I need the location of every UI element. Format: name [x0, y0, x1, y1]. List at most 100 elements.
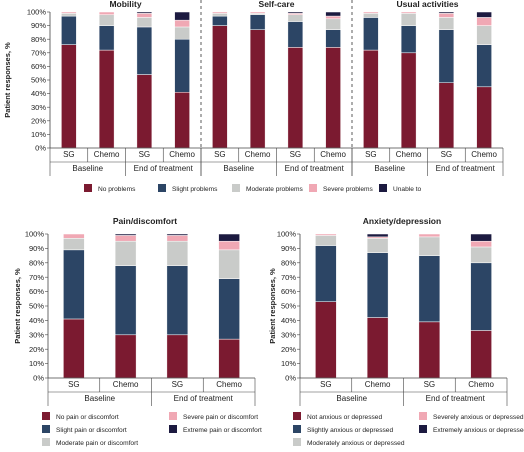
bar-segment-extreme	[287, 11, 304, 14]
bar-segment-moderate	[438, 17, 455, 30]
y-tick-label: 60%	[31, 62, 46, 71]
bar-segment-slight	[400, 25, 417, 54]
y-tick-label: 40%	[29, 316, 44, 325]
bar-segment-slight	[212, 15, 228, 26]
legend-swatch	[42, 438, 50, 446]
legend-label: Slight problems	[172, 186, 218, 193]
y-tick-label: 30%	[281, 330, 296, 339]
legend-label: No problems	[98, 186, 136, 193]
bar-segment-moderate	[114, 240, 137, 266]
bar-segment-moderate	[166, 240, 189, 266]
x-group-label: End of treatment	[426, 394, 486, 403]
legend-swatch	[293, 438, 301, 446]
bar-segment-severe	[325, 15, 341, 20]
y-tick-label: 10%	[281, 359, 296, 368]
y-tick-label: 90%	[281, 244, 296, 253]
bar-segment-extreme	[476, 11, 492, 18]
legend-label: Not anxious or depressed	[307, 414, 382, 421]
bar-segment-no	[325, 47, 341, 149]
y-tick-label: 50%	[281, 302, 296, 311]
y-tick-label: 100%	[25, 230, 45, 239]
bar-segment-no	[363, 49, 379, 149]
legend-swatch	[232, 184, 240, 192]
bar-segment-severe	[476, 17, 492, 26]
x-tick-label: SG	[172, 380, 184, 389]
bar-segment-slight	[98, 25, 115, 51]
bar-segment-no	[438, 82, 455, 149]
x-group-label: End of treatment	[436, 164, 496, 173]
y-tick-label: 70%	[31, 48, 46, 57]
bar-segment-no	[136, 74, 153, 149]
y-tick-label: 80%	[31, 35, 46, 44]
legend-label: Moderate pain or discomfort	[56, 440, 138, 447]
bar-segment-moderate	[174, 26, 190, 40]
bar-segment-severe	[166, 235, 189, 242]
x-tick-label: Chemo	[320, 150, 346, 159]
y-tick-label: 30%	[29, 330, 44, 339]
bar-segment-no	[249, 29, 266, 149]
bar-segment-no	[418, 321, 441, 379]
bar-segment-severe	[400, 11, 417, 14]
bar-segment-moderate	[212, 13, 228, 17]
bar-segment-slight	[315, 245, 337, 302]
bar-segment-severe	[174, 19, 190, 28]
x-tick-label: SG	[320, 380, 332, 389]
bar-segment-severe	[63, 233, 85, 239]
legend-label: Extreme pain or discomfort	[183, 427, 262, 434]
y-tick-label: 50%	[29, 302, 44, 311]
bar-segment-moderate	[287, 14, 304, 22]
x-tick-label: Chemo	[113, 380, 139, 389]
x-group-label: Baseline	[72, 164, 103, 173]
x-group-label: End of treatment	[174, 394, 234, 403]
bar-segment-severe	[315, 233, 337, 236]
y-axis-title: Patient responses, %	[3, 42, 12, 118]
x-tick-label: SG	[424, 380, 436, 389]
x-group-label: Baseline	[84, 394, 115, 403]
x-group-label: End of treatment	[134, 164, 194, 173]
bar-segment-moderate	[400, 13, 417, 26]
x-tick-label: Chemo	[245, 150, 271, 159]
bar-segment-slight	[418, 255, 441, 323]
legend-label: Severe problems	[323, 186, 374, 193]
y-tick-label: 0%	[285, 374, 296, 383]
y-tick-label: 0%	[35, 144, 46, 153]
bar-segment-slight	[366, 252, 389, 318]
x-tick-label: SG	[365, 150, 377, 159]
legend-label: Unable to	[393, 186, 422, 193]
legend-label: Moderate problems	[246, 186, 304, 193]
y-tick-label: 100%	[277, 230, 297, 239]
bar-segment-no	[315, 301, 337, 379]
legend-label: Severely anxious or depressed	[433, 414, 524, 421]
bar-segment-slight	[61, 15, 77, 45]
bar-segment-slight	[218, 278, 240, 340]
panel-title: Self-care	[259, 0, 295, 9]
legend-swatch	[42, 425, 50, 433]
y-tick-label: 70%	[29, 273, 44, 282]
x-tick-label: Chemo	[468, 380, 494, 389]
bar-segment-slight	[136, 26, 153, 75]
y-tick-label: 80%	[29, 258, 44, 267]
bar-segment-no	[174, 91, 190, 149]
legend-swatch	[419, 412, 427, 420]
bar-segment-severe	[418, 233, 441, 238]
legend-swatch	[169, 412, 177, 420]
y-tick-label: 0%	[33, 374, 44, 383]
bar-segment-slight	[166, 265, 189, 336]
y-tick-label: 50%	[31, 76, 46, 85]
bar-segment-severe	[249, 11, 266, 14]
legend-swatch	[419, 425, 427, 433]
y-tick-label: 80%	[281, 258, 296, 267]
bar-segment-moderate	[136, 17, 153, 28]
legend-swatch	[293, 412, 301, 420]
bar-segment-moderate	[476, 25, 492, 45]
x-tick-label: SG	[214, 150, 226, 159]
x-tick-label: SG	[63, 150, 75, 159]
legend-swatch	[169, 425, 177, 433]
y-tick-label: 60%	[29, 287, 44, 296]
bar-segment-moderate	[363, 13, 379, 18]
bar-segment-extreme	[166, 233, 189, 236]
x-group-label: End of treatment	[285, 164, 345, 173]
y-tick-label: 90%	[31, 21, 46, 30]
bar-segment-severe	[61, 11, 77, 14]
